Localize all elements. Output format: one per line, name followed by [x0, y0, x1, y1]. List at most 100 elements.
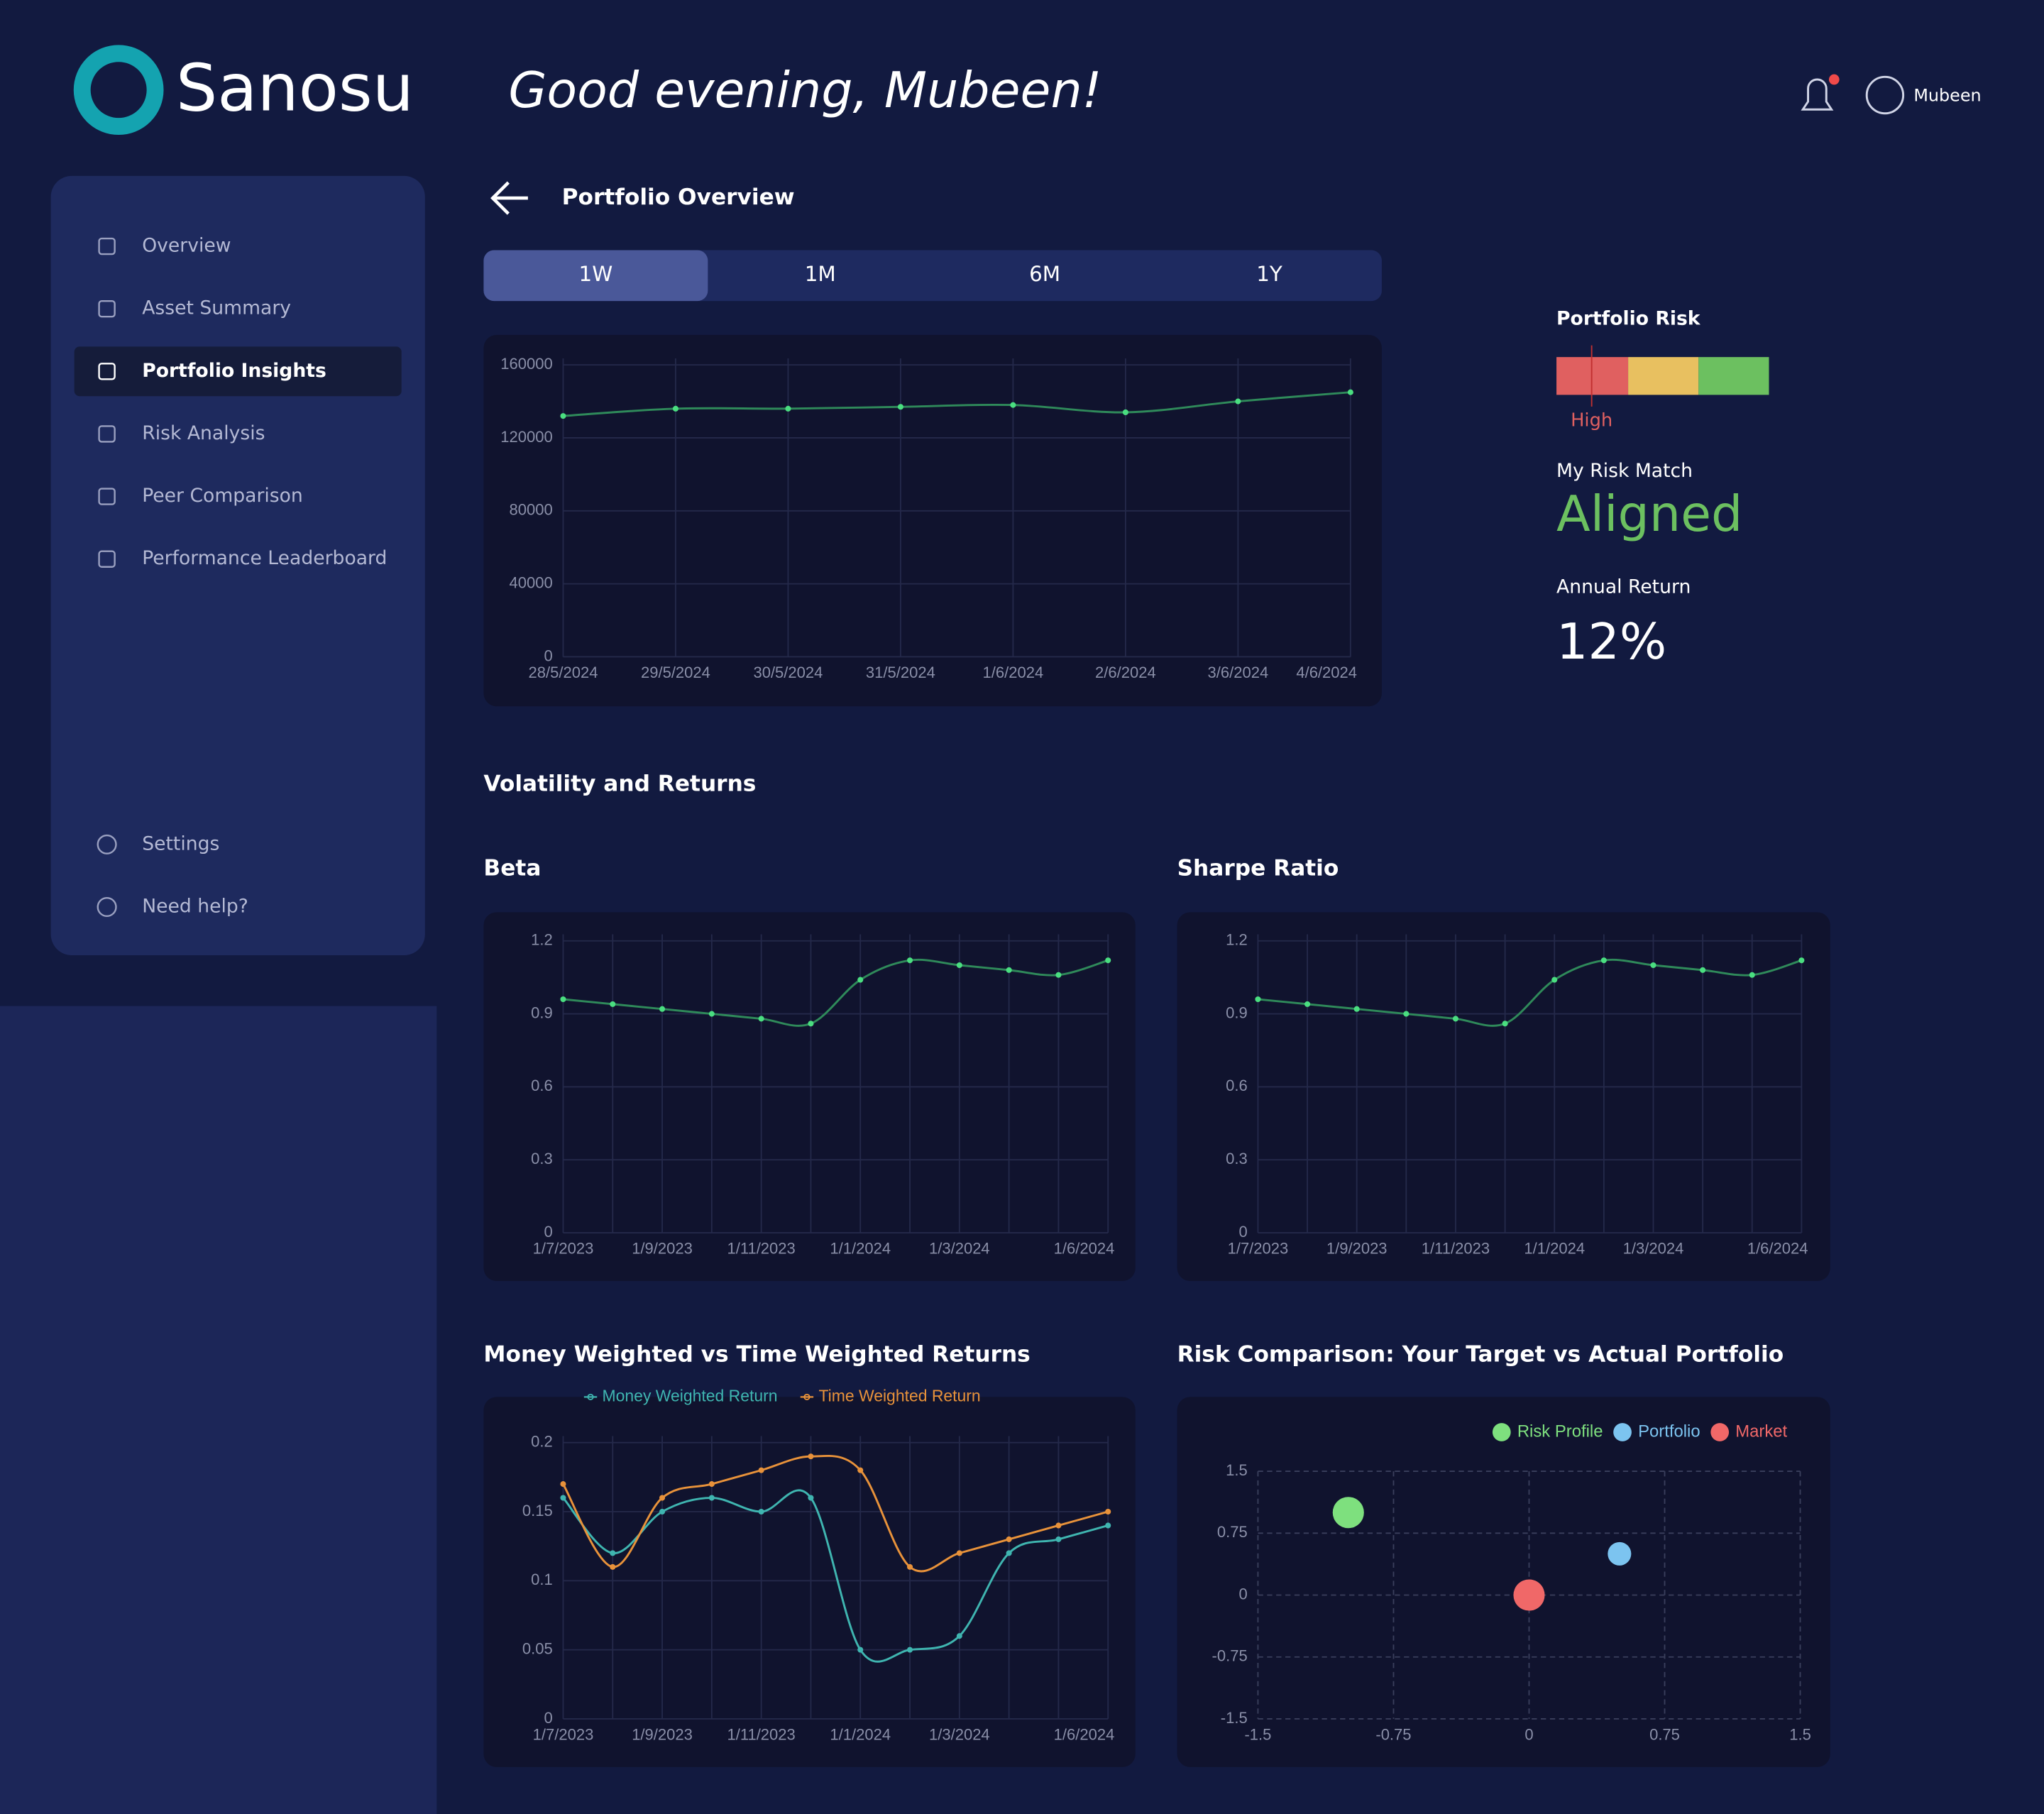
x-tick-label: 1/3/2024: [1623, 1240, 1684, 1258]
tab-active: [483, 250, 708, 302]
data-point: [1006, 1536, 1012, 1542]
data-point: [1353, 1006, 1360, 1012]
data-point: [956, 962, 962, 969]
x-tick-label: 31/5/2024: [866, 664, 935, 681]
nav-item[interactable]: Settings: [97, 832, 220, 854]
tab-label: 6M: [1029, 262, 1060, 286]
data-point: [1452, 1016, 1459, 1022]
legend-dot: [1492, 1423, 1511, 1441]
y-tick-label: 120000: [500, 428, 552, 446]
logo: [73, 45, 164, 136]
x-tick-label: 28/5/2024: [528, 664, 598, 681]
x-tick-label: 1/7/2023: [1228, 1240, 1289, 1258]
nav-active: [74, 346, 402, 397]
data-point: [1122, 409, 1128, 416]
data-point: [808, 1021, 814, 1027]
y-tick-label: 0: [1239, 1223, 1248, 1241]
legend-dot: [1710, 1423, 1730, 1441]
y-tick-label: 0.3: [531, 1150, 553, 1167]
user-icon: [1865, 75, 1905, 115]
data-point: [672, 405, 678, 412]
tab[interactable]: 6M: [1029, 262, 1060, 286]
nav-icon: [98, 299, 116, 318]
data-point: [1347, 389, 1353, 395]
user-menu[interactable]: Mubeen: [1865, 75, 1982, 115]
chart-title: Risk Comparison: Your Target vs Actual P…: [1177, 1342, 1784, 1368]
nav-item[interactable]: Need help?: [97, 896, 248, 918]
nav-item[interactable]: Performance Leaderboard: [98, 547, 388, 569]
nav-item[interactable]: Portfolio Insights: [74, 346, 402, 397]
legend-label: Risk Profile: [1517, 1422, 1603, 1441]
nav-label: Settings: [142, 832, 219, 854]
y-tick-label: 1.2: [531, 931, 553, 949]
data-point: [659, 1495, 666, 1501]
y-tick-label: 0.3: [1226, 1150, 1248, 1167]
data-point: [1006, 1550, 1012, 1556]
data-point: [907, 1647, 913, 1653]
series-line: [1258, 958, 1802, 1027]
y-tick-label: 0.15: [522, 1502, 553, 1519]
data-point: [1006, 967, 1012, 973]
nav-item[interactable]: Peer Comparison: [98, 485, 303, 507]
data-point: [708, 1495, 715, 1501]
nav-icon: [98, 550, 116, 568]
data-point: [1105, 1522, 1111, 1529]
notification-dot: [1828, 74, 1840, 85]
x-tick-label: 1/7/2023: [533, 1726, 594, 1744]
x-tick-label: 1.5: [1789, 1726, 1811, 1744]
chart-panel: [483, 1397, 1136, 1767]
data-point: [610, 1563, 616, 1570]
y-tick-label: 1.5: [1226, 1461, 1248, 1479]
data-point: [907, 957, 913, 964]
chart-title: Beta: [483, 856, 541, 881]
notification-bell[interactable]: [1801, 74, 1840, 111]
nav-item[interactable]: Asset Summary: [98, 297, 291, 319]
risk-low: [1698, 357, 1769, 395]
nav-item[interactable]: Risk Analysis: [98, 422, 265, 444]
risk-label: Portfolio Risk: [1556, 307, 1701, 329]
back-button[interactable]: [490, 181, 528, 215]
y-tick-label: 0: [544, 1709, 553, 1727]
data-point: [1304, 1001, 1311, 1007]
x-tick-label: 2/6/2024: [1095, 664, 1156, 681]
data-point: [785, 405, 791, 412]
data-point: [560, 413, 566, 419]
y-tick-label: 0.75: [1217, 1523, 1248, 1541]
tab[interactable]: 1Y: [1256, 262, 1282, 286]
data-point: [1403, 1011, 1410, 1017]
nav-icon: [98, 488, 116, 505]
tab[interactable]: 1W: [483, 250, 708, 302]
tab[interactable]: 1M: [805, 262, 836, 286]
nav-icon: [98, 363, 116, 380]
x-tick-label: 3/6/2024: [1208, 664, 1269, 681]
data-point: [1055, 1536, 1062, 1542]
y-tick-label: 80000: [510, 501, 553, 519]
y-tick-label: 0: [544, 647, 553, 664]
data-point: [560, 1481, 566, 1488]
data-point: [1798, 957, 1805, 964]
bell-icon: [1801, 78, 1834, 111]
nav-label: Overview: [142, 235, 231, 257]
chart-panel: [483, 912, 1136, 1281]
legend-label: Market: [1735, 1422, 1787, 1441]
data-point: [1749, 972, 1755, 978]
bubble: [1608, 1541, 1632, 1566]
series-line: [563, 958, 1109, 1027]
nav-item[interactable]: Overview: [98, 235, 231, 257]
y-tick-label: 0.9: [531, 1004, 553, 1021]
nav-label: Performance Leaderboard: [142, 547, 387, 569]
data-point: [808, 1453, 814, 1460]
risk-level: High: [1571, 410, 1612, 431]
chart: Sharpe Ratio 0 0.3 0.6 0.9 1.2 1/7/2023 1/9/202…: [1177, 856, 1830, 1281]
overview-title: Portfolio Overview: [562, 185, 795, 210]
legend-dot: [587, 1393, 594, 1401]
legend-label: Money Weighted Return: [603, 1386, 778, 1405]
x-tick-label: 1/6/2024: [983, 664, 1044, 681]
data-point: [758, 1508, 764, 1515]
nav-label: Peer Comparison: [142, 485, 303, 507]
chart: Money Weighted vs Time Weighted Returns 0…: [483, 1342, 1136, 1767]
nav-label: Portfolio Insights: [142, 360, 326, 382]
data-point: [1105, 957, 1111, 964]
side-fill: [0, 1006, 437, 1814]
